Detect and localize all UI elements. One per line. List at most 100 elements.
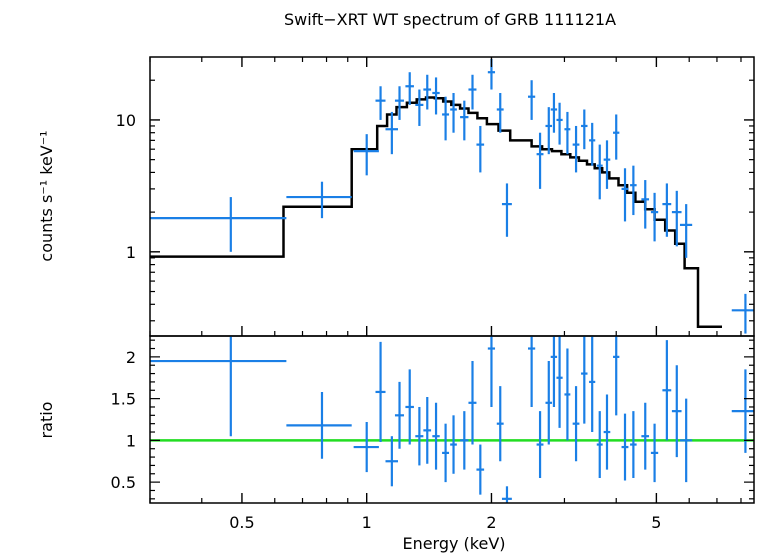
spectrum-points <box>150 58 754 334</box>
model-line <box>150 96 722 329</box>
x-tick-label-3: 5 <box>651 513 661 532</box>
spec-point-30 <box>621 168 629 222</box>
ratio-frame <box>149 335 755 504</box>
spec-point-22 <box>556 102 563 145</box>
spec-point-10 <box>442 96 450 141</box>
spec-point-32 <box>641 180 650 229</box>
ratio-point-28 <box>603 394 611 470</box>
ratio-point-27 <box>596 411 603 478</box>
ratio-point-12 <box>460 411 469 470</box>
ratio-point-15 <box>487 336 496 407</box>
ratio-y-tick-label-1: 1 <box>126 431 136 450</box>
spec-point-20 <box>545 107 553 155</box>
spec-y-tick-label-0: 1 <box>126 243 136 262</box>
ratio-point-10 <box>442 423 450 483</box>
spec-y-tick-label-1: 10 <box>116 111 136 130</box>
ratio-point-2 <box>353 422 379 473</box>
spec-point-16 <box>496 93 504 133</box>
ratio-point-35 <box>671 365 682 458</box>
spec-point-25 <box>581 109 588 150</box>
ratio-panel: 0.5 1 2 5 0.5 1 1.5 2 ratio <box>37 335 755 532</box>
spec-point-2 <box>353 134 379 176</box>
ratio-point-22 <box>556 336 563 428</box>
ratio-point-32 <box>641 402 650 470</box>
ratio-point-34 <box>662 340 672 441</box>
spec-point-0 <box>150 197 287 252</box>
spec-point-33 <box>650 192 659 242</box>
ratio-point-8 <box>423 396 432 464</box>
spec-point-14 <box>476 125 485 173</box>
x-tick-label-2: 2 <box>486 513 496 532</box>
ratio-point-13 <box>468 361 477 445</box>
chart-title: Swift−XRT WT spectrum of GRB 111121A <box>284 10 616 29</box>
ratio-point-9 <box>432 402 440 470</box>
ratio-point-19 <box>536 411 544 478</box>
ratio-point-21 <box>550 336 558 407</box>
ratio-point-18 <box>527 336 536 407</box>
spectrum-model <box>150 96 722 329</box>
spec-point-17 <box>501 183 512 237</box>
spec-point-34 <box>662 183 672 237</box>
x-tick-label-1: 1 <box>362 513 372 532</box>
spec-point-8 <box>423 74 432 110</box>
spectrum-ticks: 1 10 <box>116 57 754 336</box>
spec-point-21 <box>550 93 558 133</box>
spec-point-26 <box>589 122 596 166</box>
spec-point-18 <box>527 80 536 120</box>
ratio-y-tick-label-0: 0.5 <box>111 473 136 492</box>
x-axis-label: Energy (keV) <box>402 534 505 553</box>
ratio-point-30 <box>621 413 629 481</box>
ratio-point-0 <box>150 336 287 437</box>
ratio-ticks: 0.5 1 2 5 0.5 1 1.5 2 <box>111 339 754 532</box>
spectrum-panel: 1 10 counts s⁻¹ keV⁻¹ <box>37 56 755 337</box>
ratio-point-4 <box>385 436 399 487</box>
ratio-point-24 <box>572 386 580 462</box>
ratio-point-36 <box>679 398 693 483</box>
ratio-point-3 <box>375 341 386 443</box>
ratio-point-14 <box>476 444 485 495</box>
spec-point-36 <box>679 204 693 258</box>
spec-point-31 <box>630 165 637 216</box>
spec-point-27 <box>596 144 603 200</box>
x-tick-label-0: 0.5 <box>229 513 254 532</box>
ratio-y-tick-label-2: 1.5 <box>111 390 136 409</box>
ratio-y-tick-label-3: 2 <box>126 348 136 367</box>
spec-point-6 <box>405 72 414 105</box>
spec-point-28 <box>603 140 611 189</box>
ratio-point-33 <box>650 423 659 483</box>
spectrum-ylabel: counts s⁻¹ keV⁻¹ <box>37 130 56 261</box>
spectrum-frame <box>149 56 755 337</box>
spec-point-7 <box>415 89 424 126</box>
spec-point-13 <box>468 74 477 110</box>
ratio-ylabel: ratio <box>37 402 56 439</box>
spec-point-19 <box>536 132 544 189</box>
ratio-point-25 <box>581 336 588 424</box>
spec-point-29 <box>613 114 620 160</box>
spec-point-24 <box>572 125 580 173</box>
ratio-point-6 <box>405 369 414 445</box>
ratio-point-16 <box>496 386 504 462</box>
ratio-point-31 <box>630 411 637 478</box>
ratio-point-37 <box>731 369 754 453</box>
spec-point-37 <box>731 293 754 334</box>
ratio-point-23 <box>564 348 571 441</box>
spec-point-1 <box>286 181 352 219</box>
ratio-points <box>150 336 754 503</box>
ratio-point-1 <box>286 391 352 459</box>
spec-point-11 <box>450 93 457 133</box>
spec-point-4 <box>385 111 399 155</box>
spec-point-3 <box>375 86 386 120</box>
ratio-point-11 <box>450 415 457 474</box>
spec-point-23 <box>564 111 571 155</box>
spec-point-12 <box>460 100 469 141</box>
ratio-point-29 <box>613 336 620 416</box>
ratio-point-26 <box>589 336 596 433</box>
spec-point-5 <box>394 86 404 120</box>
ratio-point-17 <box>501 486 512 503</box>
ratio-point-7 <box>415 406 424 466</box>
spec-point-35 <box>671 190 682 247</box>
ratio-point-20 <box>545 361 553 445</box>
spec-point-9 <box>432 77 440 115</box>
ratio-point-5 <box>394 381 404 449</box>
